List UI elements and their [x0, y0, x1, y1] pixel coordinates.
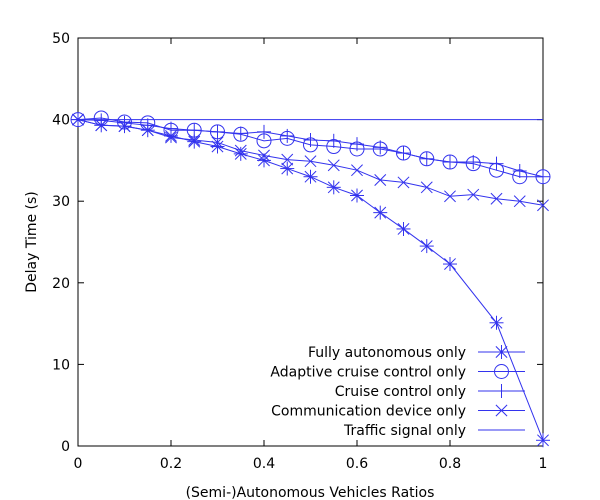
- data-point: [281, 153, 294, 166]
- data-point: [257, 124, 271, 139]
- y-tick-label: 30: [52, 194, 70, 210]
- data-point: [397, 176, 410, 189]
- series-layer: [70, 110, 551, 448]
- y-tick-label: 20: [52, 276, 70, 292]
- data-point: [233, 126, 248, 141]
- data-point: [536, 433, 550, 448]
- data-point: [234, 144, 247, 157]
- data-point: [118, 120, 131, 133]
- data-point: [489, 315, 504, 330]
- data-point: [350, 188, 364, 203]
- x-tick-label: 0.4: [253, 456, 275, 472]
- data-point: [280, 161, 295, 176]
- legend-marker: [495, 404, 508, 417]
- data-point: [188, 134, 201, 146]
- legend-label: Adaptive cruise control only: [270, 365, 466, 381]
- series-3: [72, 113, 549, 212]
- plot-frame: [77, 37, 544, 447]
- data-point: [187, 123, 202, 138]
- data-point: [233, 146, 248, 161]
- legend-marker: [494, 364, 509, 379]
- data-point: [303, 169, 318, 184]
- data-point: [374, 174, 387, 186]
- x-tick-label: 0.6: [346, 456, 368, 472]
- data-point: [537, 199, 549, 212]
- data-point: [373, 205, 388, 220]
- x-tick-label: 0: [74, 456, 83, 472]
- data-point: [513, 195, 526, 208]
- legend-label: Traffic signal only: [343, 423, 466, 439]
- legend-label: Cruise control only: [335, 384, 466, 400]
- data-point: [141, 124, 154, 137]
- data-point: [396, 146, 411, 161]
- x-tick-label: 0.8: [439, 456, 461, 472]
- data-point: [326, 133, 341, 148]
- data-point: [489, 156, 504, 171]
- data-point: [420, 181, 433, 194]
- data-point: [280, 128, 295, 143]
- data-point: [490, 192, 503, 205]
- data-point: [165, 131, 177, 144]
- data-point: [536, 169, 550, 184]
- data-point: [466, 155, 481, 170]
- data-point: [304, 155, 317, 168]
- x-tick-label: 0.2: [160, 456, 182, 472]
- data-point: [512, 164, 527, 179]
- y-tick-label: 10: [52, 357, 70, 373]
- data-point: [444, 190, 456, 203]
- legend-label: Fully autonomous only: [308, 345, 466, 361]
- data-point: [117, 115, 132, 130]
- data-point: [467, 188, 480, 201]
- data-point: [258, 149, 270, 162]
- x-axis-label: (Semi-)Autonomous Vehicles Ratios: [186, 485, 435, 500]
- data-point: [326, 180, 341, 195]
- data-point: [327, 159, 340, 172]
- y-tick-label: 40: [52, 113, 70, 129]
- data-point: [419, 239, 434, 254]
- data-point: [303, 133, 318, 147]
- data-point: [419, 151, 434, 166]
- data-point: [187, 134, 202, 149]
- legend-label: Communication device only: [271, 404, 466, 420]
- data-point: [396, 221, 411, 236]
- data-point: [373, 140, 388, 155]
- data-point: [164, 121, 178, 136]
- legend-marker: [494, 345, 509, 359]
- data-point: [210, 124, 225, 139]
- x-tick-label: 1: [539, 456, 548, 472]
- y-tick-label: 50: [52, 31, 70, 47]
- legend-marker: [494, 384, 509, 398]
- data-point: [443, 155, 457, 170]
- data-point: [350, 137, 364, 152]
- y-tick-label: 0: [61, 439, 70, 455]
- data-point: [211, 136, 224, 149]
- data-point: [443, 257, 457, 272]
- legend: Fully autonomous only Adaptive cruise con…: [270, 345, 525, 439]
- data-point: [95, 119, 108, 132]
- data-point: [351, 164, 363, 177]
- y-axis-label: Delay Time (s): [24, 191, 40, 293]
